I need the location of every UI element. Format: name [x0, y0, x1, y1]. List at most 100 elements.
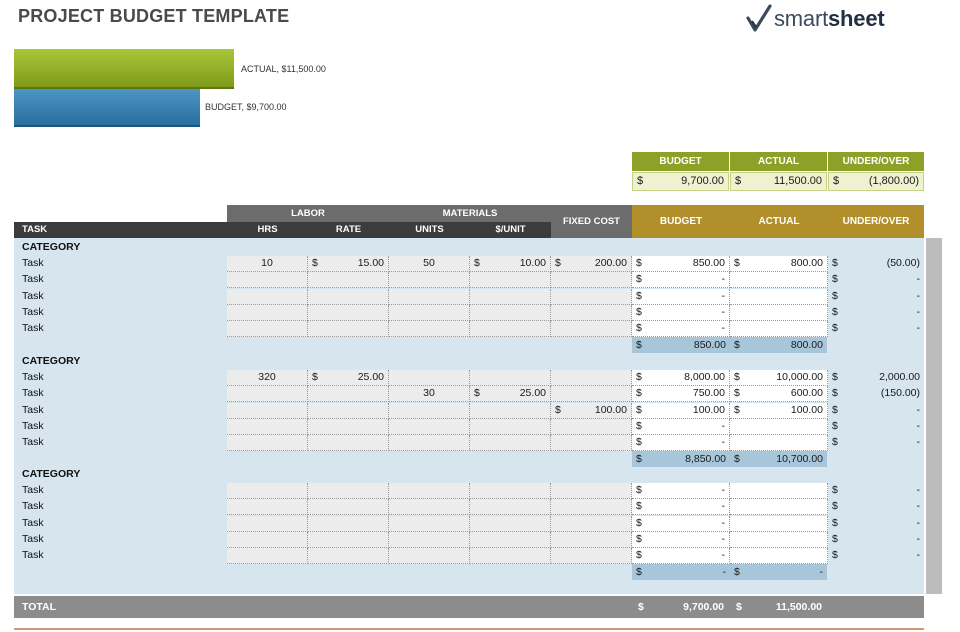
actual-cell[interactable]	[730, 321, 828, 337]
per-unit-cell[interactable]	[470, 418, 551, 435]
per-unit-cell[interactable]	[470, 483, 551, 499]
fixed-cost-cell[interactable]	[551, 386, 632, 403]
actual-cell[interactable]	[730, 515, 828, 532]
fixed-cost-cell[interactable]	[551, 304, 632, 321]
per-unit-cell[interactable]	[470, 531, 551, 548]
fixed-cost-cell[interactable]	[551, 435, 632, 451]
rate-cell[interactable]	[308, 418, 389, 435]
hrs-cell[interactable]	[227, 304, 308, 321]
units-cell[interactable]	[389, 288, 470, 305]
units-cell[interactable]	[389, 515, 470, 532]
units-cell[interactable]	[389, 321, 470, 337]
fixed-cost-cell[interactable]: $100.00	[551, 402, 632, 419]
budget-cell[interactable]: $ -	[632, 272, 730, 289]
units-cell[interactable]	[389, 483, 470, 499]
rate-cell[interactable]: $15.00	[308, 256, 389, 272]
budget-cell[interactable]: $ -	[632, 499, 730, 516]
per-unit-cell[interactable]	[470, 288, 551, 305]
units-cell[interactable]	[389, 418, 470, 435]
hrs-cell[interactable]	[227, 483, 308, 499]
rate-cell[interactable]	[308, 288, 389, 305]
units-cell[interactable]	[389, 272, 470, 289]
units-cell[interactable]	[389, 531, 470, 548]
budget-cell[interactable]: $ -	[632, 321, 730, 337]
budget-cell[interactable]: $850.00	[632, 256, 730, 272]
rate-cell[interactable]	[308, 272, 389, 289]
rate-cell[interactable]	[308, 531, 389, 548]
per-unit-cell[interactable]	[470, 370, 551, 386]
rate-cell[interactable]	[308, 386, 389, 403]
actual-cell[interactable]: $100.00	[730, 402, 828, 419]
hrs-cell[interactable]	[227, 499, 308, 516]
budget-cell[interactable]: $ -	[632, 531, 730, 548]
units-cell[interactable]	[389, 548, 470, 564]
units-cell[interactable]	[389, 435, 470, 451]
hrs-cell[interactable]	[227, 386, 308, 403]
hrs-cell[interactable]	[227, 288, 308, 305]
budget-cell[interactable]: $ -	[632, 515, 730, 532]
per-unit-cell[interactable]	[470, 435, 551, 451]
per-unit-cell[interactable]	[470, 304, 551, 321]
fixed-cost-cell[interactable]	[551, 531, 632, 548]
fixed-cost-cell[interactable]	[551, 548, 632, 564]
units-cell[interactable]	[389, 402, 470, 419]
units-cell[interactable]: 30	[389, 386, 470, 403]
rate-cell[interactable]	[308, 402, 389, 419]
fixed-cost-cell[interactable]	[551, 418, 632, 435]
per-unit-cell[interactable]: $25.00	[470, 386, 551, 403]
hrs-cell[interactable]	[227, 515, 308, 532]
actual-cell[interactable]: $600.00	[730, 386, 828, 403]
budget-cell[interactable]: $750.00	[632, 386, 730, 403]
budget-cell[interactable]: $ -	[632, 483, 730, 499]
fixed-cost-cell[interactable]	[551, 515, 632, 532]
budget-cell[interactable]: $ -	[632, 418, 730, 435]
budget-cell[interactable]: $ -	[632, 304, 730, 321]
fixed-cost-cell[interactable]	[551, 483, 632, 499]
actual-cell[interactable]	[730, 272, 828, 289]
per-unit-cell[interactable]	[470, 548, 551, 564]
hrs-cell[interactable]	[227, 418, 308, 435]
rate-cell[interactable]	[308, 321, 389, 337]
rate-cell[interactable]	[308, 515, 389, 532]
budget-cell[interactable]: $ -	[632, 435, 730, 451]
summary-actual-cell[interactable]: $11,500.00	[730, 172, 827, 191]
hrs-cell[interactable]	[227, 272, 308, 289]
hrs-cell[interactable]	[227, 321, 308, 337]
fixed-cost-cell[interactable]	[551, 272, 632, 289]
per-unit-cell[interactable]	[470, 515, 551, 532]
units-cell[interactable]	[389, 370, 470, 386]
rate-cell[interactable]	[308, 435, 389, 451]
units-cell[interactable]	[389, 499, 470, 516]
hrs-cell[interactable]	[227, 531, 308, 548]
rate-cell[interactable]	[308, 304, 389, 321]
per-unit-cell[interactable]	[470, 321, 551, 337]
fixed-cost-cell[interactable]	[551, 321, 632, 337]
rate-cell[interactable]	[308, 499, 389, 516]
rate-cell[interactable]	[308, 483, 389, 499]
units-cell[interactable]: 50	[389, 256, 470, 272]
rate-cell[interactable]	[308, 548, 389, 564]
budget-cell[interactable]: $100.00	[632, 402, 730, 419]
hrs-cell[interactable]: 10	[227, 256, 308, 272]
fixed-cost-cell[interactable]	[551, 499, 632, 516]
rate-cell[interactable]: $25.00	[308, 370, 389, 386]
actual-cell[interactable]: $10,000.00	[730, 370, 828, 386]
actual-cell[interactable]	[730, 418, 828, 435]
budget-cell[interactable]: $ -	[632, 548, 730, 564]
actual-cell[interactable]	[730, 288, 828, 305]
hrs-cell[interactable]	[227, 435, 308, 451]
actual-cell[interactable]	[730, 483, 828, 499]
summary-under-over-cell[interactable]: $ (1,800.00)	[828, 172, 924, 191]
vertical-scrollbar[interactable]	[926, 238, 942, 594]
actual-cell[interactable]: $800.00	[730, 256, 828, 272]
actual-cell[interactable]	[730, 531, 828, 548]
budget-cell[interactable]: $8,000.00	[632, 370, 730, 386]
actual-cell[interactable]	[730, 435, 828, 451]
fixed-cost-cell[interactable]	[551, 288, 632, 305]
fixed-cost-cell[interactable]: $200.00	[551, 256, 632, 272]
hrs-cell[interactable]	[227, 402, 308, 419]
per-unit-cell[interactable]	[470, 402, 551, 419]
actual-cell[interactable]	[730, 304, 828, 321]
hrs-cell[interactable]	[227, 548, 308, 564]
fixed-cost-cell[interactable]	[551, 370, 632, 386]
